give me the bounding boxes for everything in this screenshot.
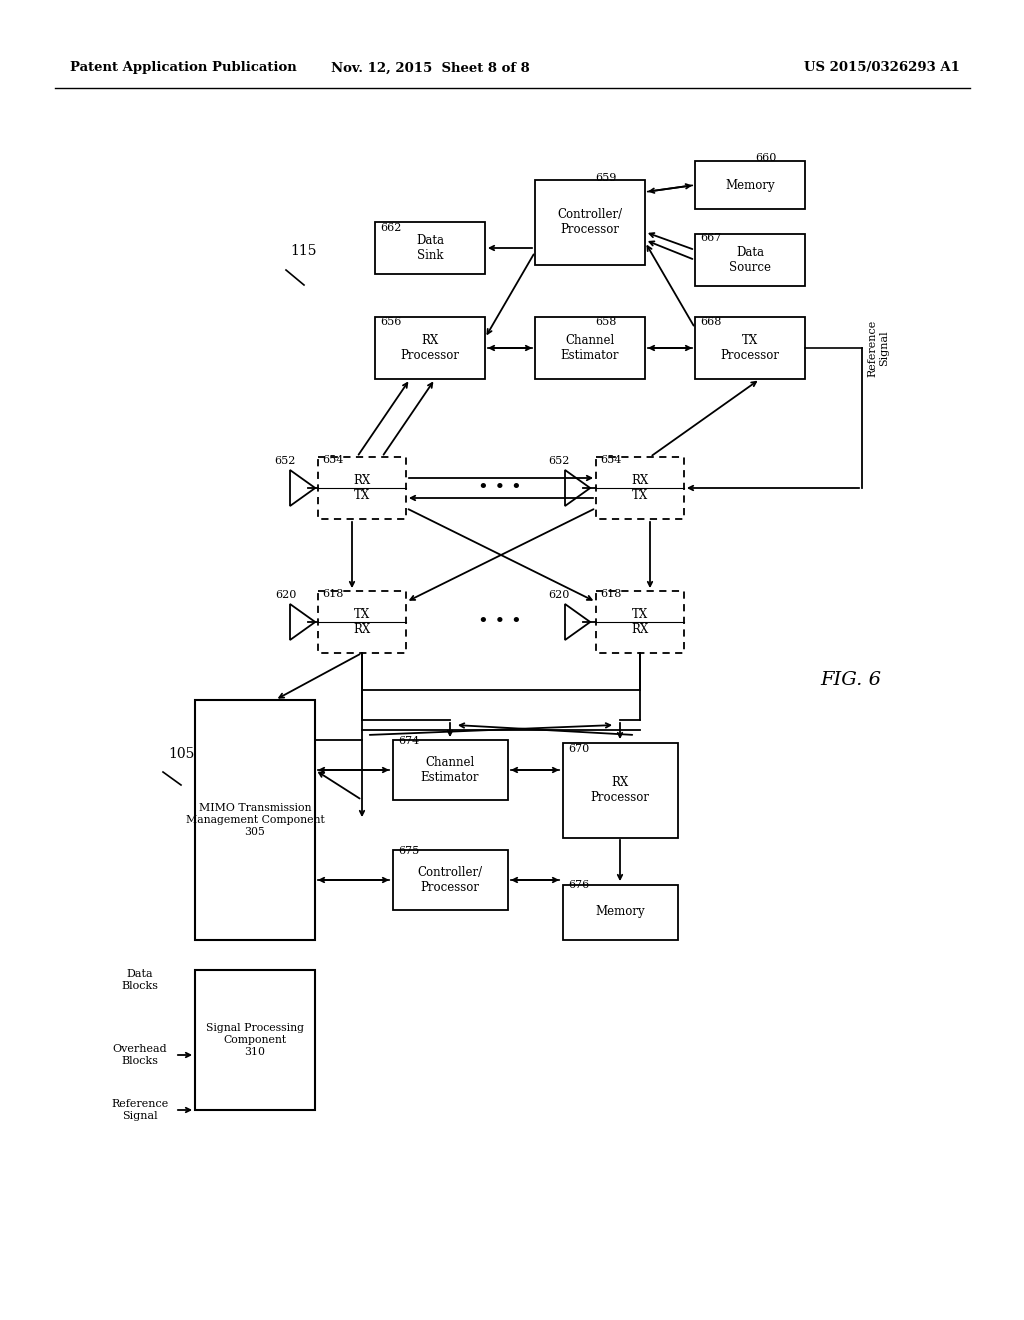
Text: Nov. 12, 2015  Sheet 8 of 8: Nov. 12, 2015 Sheet 8 of 8 [331, 62, 529, 74]
Text: 115: 115 [290, 244, 316, 257]
Text: • • •: • • • [478, 479, 522, 498]
Text: FIG. 6: FIG. 6 [820, 671, 881, 689]
Text: TX
RX: TX RX [632, 609, 648, 636]
Text: • • •: • • • [478, 612, 522, 631]
Text: Channel
Estimator: Channel Estimator [421, 756, 479, 784]
Text: Patent Application Publication: Patent Application Publication [70, 62, 297, 74]
Text: RX
Processor: RX Processor [400, 334, 460, 362]
Text: 652: 652 [274, 455, 295, 466]
Text: Data
Blocks: Data Blocks [122, 969, 159, 991]
Text: 654: 654 [322, 455, 343, 465]
Bar [318, 457, 406, 519]
Bar [195, 700, 315, 940]
Text: 618: 618 [600, 589, 622, 599]
Text: Controller/
Processor: Controller/ Processor [557, 209, 623, 236]
Text: 656: 656 [380, 317, 401, 327]
Text: 618: 618 [322, 589, 343, 599]
Bar [596, 591, 684, 653]
Text: 674: 674 [398, 737, 419, 746]
Text: Memory: Memory [595, 906, 645, 919]
Bar [392, 741, 508, 800]
Text: RX
TX: RX TX [353, 474, 371, 502]
Bar [318, 591, 406, 653]
Text: RX
TX: RX TX [632, 474, 648, 502]
Text: 675: 675 [398, 846, 419, 855]
Text: 668: 668 [700, 317, 721, 327]
Text: MIMO Transmission
Management Component
305: MIMO Transmission Management Component 3… [185, 804, 325, 837]
Text: Channel
Estimator: Channel Estimator [561, 334, 620, 362]
Text: 652: 652 [548, 455, 569, 466]
Text: 620: 620 [548, 590, 569, 601]
Bar [695, 161, 805, 209]
Bar [695, 317, 805, 379]
Text: 660: 660 [755, 153, 776, 162]
Text: 670: 670 [568, 744, 589, 754]
Text: Signal Processing
Component
310: Signal Processing Component 310 [206, 1023, 304, 1056]
Text: 659: 659 [595, 173, 616, 183]
Bar [195, 970, 315, 1110]
Text: Reference
Signal: Reference Signal [867, 319, 889, 376]
Text: Data
Sink: Data Sink [416, 234, 444, 261]
Text: Data
Source: Data Source [729, 246, 771, 275]
Bar [596, 457, 684, 519]
Bar [392, 850, 508, 909]
Text: 620: 620 [275, 590, 296, 601]
Text: Reference
Signal: Reference Signal [112, 1100, 169, 1121]
Bar [562, 884, 678, 940]
Text: RX
Processor: RX Processor [591, 776, 649, 804]
Text: US 2015/0326293 A1: US 2015/0326293 A1 [804, 62, 961, 74]
Text: Overhead
Blocks: Overhead Blocks [113, 1044, 167, 1065]
Bar [535, 180, 645, 264]
Text: TX
Processor: TX Processor [721, 334, 779, 362]
Bar [695, 234, 805, 286]
Text: TX
RX: TX RX [353, 609, 371, 636]
Text: Controller/
Processor: Controller/ Processor [418, 866, 482, 894]
Text: 676: 676 [568, 880, 589, 890]
Text: 654: 654 [600, 455, 622, 465]
Bar [375, 222, 485, 275]
Bar [535, 317, 645, 379]
Text: Memory: Memory [725, 178, 775, 191]
Text: 658: 658 [595, 317, 616, 327]
Text: 662: 662 [380, 223, 401, 234]
Bar [562, 742, 678, 837]
Text: 667: 667 [700, 234, 721, 243]
Bar [375, 317, 485, 379]
Text: 105: 105 [168, 747, 195, 762]
